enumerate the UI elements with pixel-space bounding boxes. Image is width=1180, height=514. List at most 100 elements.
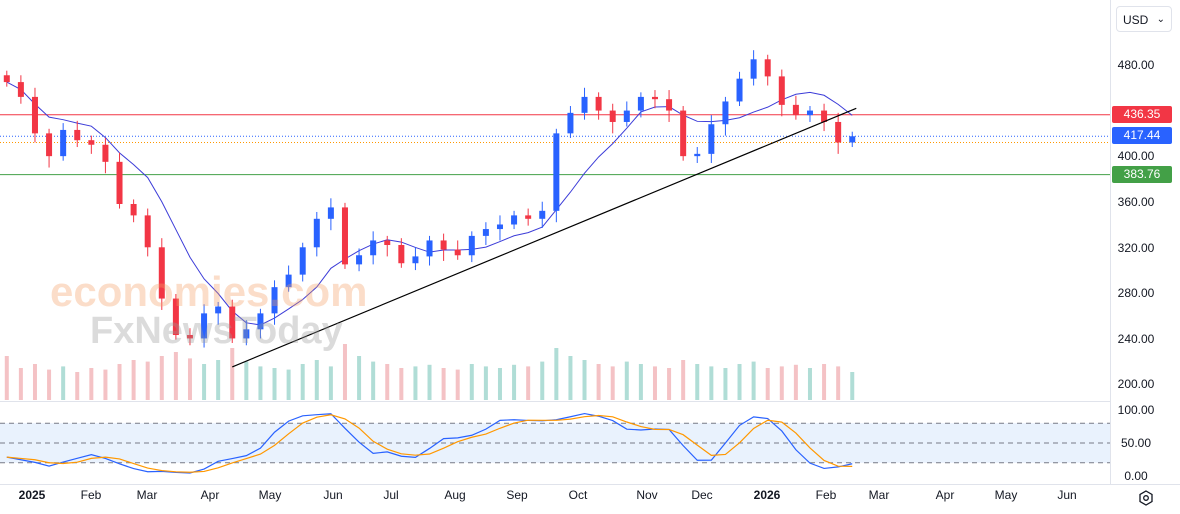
time-tick: Aug [444, 488, 466, 502]
time-tick: Mar [868, 488, 890, 502]
volume-bar [173, 352, 178, 400]
volume-bar [793, 364, 798, 400]
volume-bar [117, 364, 122, 400]
volume-bar [723, 368, 728, 400]
candle-body [116, 161, 123, 204]
price-tick: 280.00 [1117, 286, 1155, 300]
candle-body [102, 144, 109, 162]
price-chart[interactable] [0, 0, 1110, 484]
candle-body [17, 82, 24, 97]
candle-body [623, 110, 630, 122]
volume-bar [638, 364, 643, 400]
candle-body [74, 129, 81, 141]
level-badge-resistance: 436.35 [1112, 106, 1172, 123]
volume-bar [342, 344, 347, 400]
volume-bar [652, 366, 657, 400]
volume-bar [469, 364, 474, 400]
time-tick: Dec [691, 488, 713, 502]
volume-bar [357, 356, 362, 400]
candle-body [750, 59, 757, 79]
volume-bar [131, 360, 136, 400]
stochastic-lines [6, 412, 853, 474]
volume-bar [47, 369, 52, 400]
time-tick: May [994, 488, 1018, 502]
volume-bar [385, 364, 390, 400]
candle-body [496, 224, 503, 230]
time-tick: Sep [506, 488, 528, 502]
candle-body [778, 76, 785, 105]
volume-bar [751, 361, 756, 400]
candle-body [806, 110, 813, 116]
candle-body [327, 207, 334, 219]
price-tick: 320.00 [1117, 241, 1155, 255]
volume-bar [286, 369, 291, 400]
price-tick: 360.00 [1117, 195, 1155, 209]
volume-bar [103, 369, 108, 400]
time-tick: Nov [636, 488, 658, 502]
gear-icon[interactable] [1138, 490, 1154, 506]
volume-bar [526, 366, 531, 400]
volume-bar [413, 366, 418, 400]
volume-bar [709, 366, 714, 400]
candle-body [356, 255, 363, 265]
candle-body [46, 133, 53, 157]
candle-body [384, 240, 391, 246]
volume-bar [568, 356, 573, 400]
volume-bar [371, 361, 376, 400]
volume-bar [512, 364, 517, 400]
volume-bar [399, 368, 404, 400]
trendline-line [232, 107, 857, 368]
volume-bar [596, 364, 601, 400]
candle-body [525, 215, 532, 219]
price-tick: 400.00 [1117, 149, 1155, 163]
volume-bar [216, 360, 221, 400]
candle-body [581, 96, 588, 113]
price-tick: 200.00 [1117, 377, 1155, 391]
current-price-badge: 417.44 [1112, 127, 1172, 144]
volume-bar [497, 368, 502, 400]
candle-body [426, 240, 433, 257]
candle-body [666, 99, 673, 111]
volume-bar [807, 368, 812, 400]
candle-body [835, 121, 842, 143]
trendline[interactable] [232, 107, 857, 368]
time-axis-border [0, 484, 1180, 485]
candle-body [454, 249, 461, 256]
volume-bar [610, 366, 615, 400]
candle-body [609, 110, 616, 122]
candle-body [299, 247, 306, 275]
candle-body [482, 229, 489, 236]
candle-body [708, 124, 715, 154]
stochastic-d-line [6, 414, 853, 473]
volume-bar [244, 361, 249, 400]
candle-body [257, 313, 264, 330]
candle-body [285, 274, 292, 288]
candle-body [736, 78, 743, 102]
volume-bar [89, 368, 94, 400]
candle-body [694, 153, 701, 157]
candle-body [271, 287, 278, 314]
candle-body [792, 104, 799, 116]
volume-bar [328, 366, 333, 400]
candle-body [31, 96, 38, 134]
volume-bar [427, 364, 432, 400]
candle-body [172, 298, 179, 336]
oscillator-tick: 100.00 [1117, 403, 1155, 417]
candle-body [144, 215, 151, 248]
volume-bar [18, 368, 23, 400]
currency-selector[interactable]: USD ⌄ [1116, 6, 1172, 32]
volume-bar [779, 366, 784, 400]
price-tick: 480.00 [1117, 58, 1155, 72]
volume-bar [314, 360, 319, 400]
candle-body [637, 96, 644, 111]
candle-body [821, 110, 828, 122]
volume-bar [145, 361, 150, 400]
volume-bar [667, 368, 672, 400]
time-tick: Oct [568, 488, 588, 502]
volume-bar [32, 364, 37, 400]
pane-divider[interactable] [0, 401, 1110, 402]
level-badge-support: 383.76 [1112, 166, 1172, 183]
candle-body [3, 75, 10, 83]
volume-bar [822, 364, 827, 400]
volume-bar [272, 368, 277, 400]
